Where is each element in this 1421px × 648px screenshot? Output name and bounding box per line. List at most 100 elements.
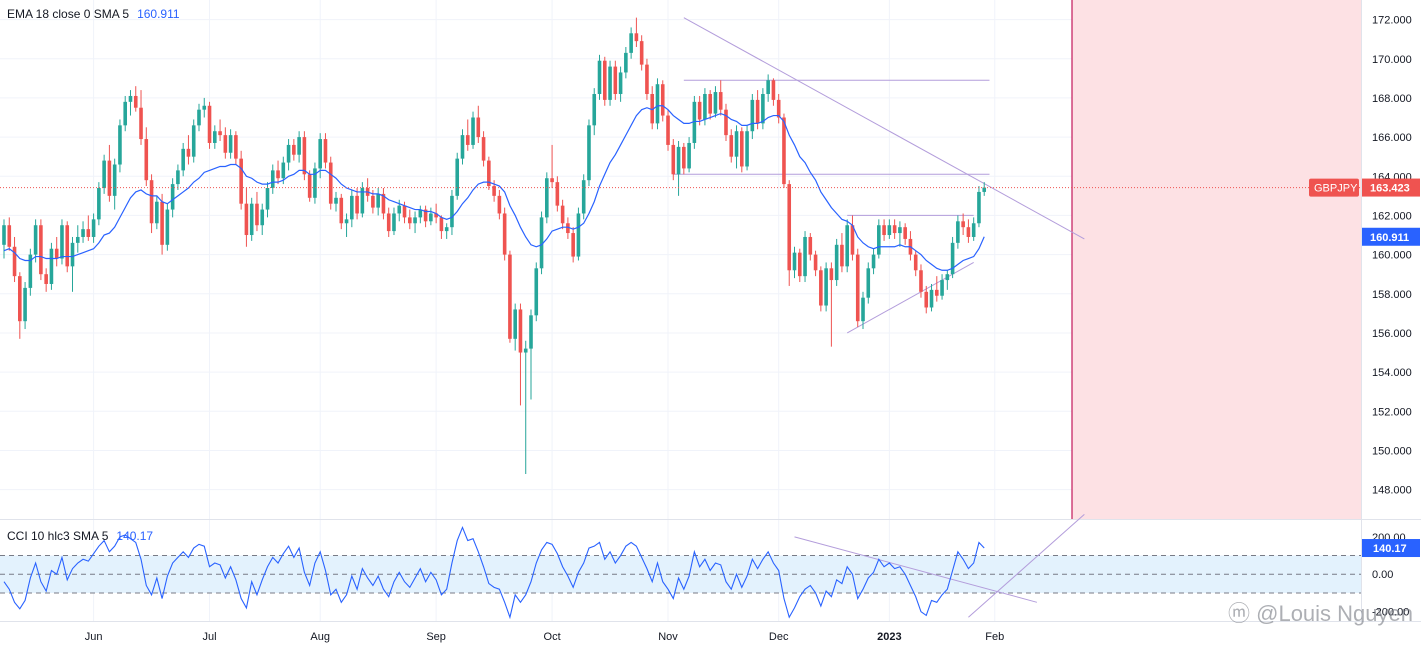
candle <box>713 86 718 118</box>
candle <box>513 303 517 351</box>
candle <box>228 129 233 159</box>
candle-body <box>808 236 813 255</box>
cci-legend[interactable]: CCI 10 hlc3 SMA 5 140.17 <box>7 529 153 543</box>
candle <box>608 60 612 106</box>
candle-body <box>402 205 407 218</box>
candle-body <box>840 244 844 267</box>
candle <box>81 221 85 243</box>
candle <box>334 191 338 212</box>
candle <box>223 127 228 159</box>
candle <box>339 193 344 230</box>
candle-body <box>708 94 712 114</box>
candle <box>850 215 855 261</box>
candle-body <box>703 94 707 120</box>
ema-tag: 160.911 <box>1362 227 1420 246</box>
candle <box>112 158 117 210</box>
candle <box>718 80 723 116</box>
candle-body <box>302 137 307 175</box>
time-tick-label: Oct <box>544 631 561 643</box>
candle <box>144 127 149 187</box>
candle-body <box>160 201 164 245</box>
candle <box>924 285 929 314</box>
candle <box>191 119 196 163</box>
price-tag-symbol: GBPJPY <box>1314 183 1358 195</box>
candle-body <box>165 209 170 245</box>
candle-body <box>239 158 243 204</box>
ema-18-line <box>3 105 985 271</box>
candle-body <box>307 174 312 198</box>
candle-body <box>502 213 507 255</box>
price-axis-ticks: 172.000170.000168.000166.000164.000162.0… <box>1372 15 1412 497</box>
candle <box>782 113 786 189</box>
candle <box>597 54 602 100</box>
candle-body <box>149 180 154 224</box>
candle-body <box>761 94 765 124</box>
candle-body <box>492 186 496 196</box>
candle-body <box>977 191 981 224</box>
candle <box>165 203 170 251</box>
candle-body <box>776 99 781 118</box>
candle-body <box>797 252 802 277</box>
candle-body <box>671 144 676 175</box>
candle <box>660 80 665 122</box>
candle-body <box>91 219 96 237</box>
price-tick-label: 168.000 <box>1372 93 1412 105</box>
candle-body <box>824 268 828 306</box>
candle-body <box>170 184 175 210</box>
candle-body <box>576 213 581 257</box>
cci-tick-label: -200.00 <box>1372 607 1409 619</box>
candle <box>871 248 876 275</box>
candle-body <box>687 142 691 169</box>
candle-body <box>249 203 254 236</box>
candle <box>729 129 734 163</box>
candle <box>602 56 607 106</box>
time-tick-label: Sep <box>426 631 446 643</box>
candle-body <box>33 225 38 255</box>
candle <box>202 97 207 118</box>
ema-legend[interactable]: EMA 18 close 0 SMA 5 160.911 <box>7 7 180 21</box>
price-tick-label: 158.000 <box>1372 289 1412 301</box>
candle-body <box>392 213 396 232</box>
candle-body <box>629 33 633 53</box>
candle <box>982 182 987 196</box>
candle <box>423 205 428 228</box>
candle-body <box>202 105 207 110</box>
candle <box>624 47 628 79</box>
candle <box>639 35 644 71</box>
candle <box>23 282 27 330</box>
price-tick-label: 148.000 <box>1372 485 1412 497</box>
candle <box>655 78 660 130</box>
candle-body <box>376 193 380 208</box>
candle-body <box>676 146 681 175</box>
candle <box>2 219 6 259</box>
candle-body <box>971 223 976 237</box>
candle <box>39 219 43 281</box>
candle <box>555 176 560 212</box>
candle <box>697 95 702 126</box>
candle-body <box>934 289 939 296</box>
candle <box>255 191 259 232</box>
candle-body <box>523 348 528 353</box>
candle-body <box>887 225 892 236</box>
candle-body <box>666 115 670 145</box>
candle <box>824 262 828 312</box>
candle <box>877 219 881 259</box>
candle <box>792 246 797 279</box>
candle <box>286 139 291 171</box>
candle <box>465 119 470 151</box>
candle <box>292 139 296 161</box>
candle-body <box>782 117 786 185</box>
candle <box>819 266 823 312</box>
time-tick-label: Jul <box>202 631 216 643</box>
candle-body <box>882 225 886 236</box>
candle-body <box>560 205 565 224</box>
cci-trendline <box>794 536 1038 603</box>
candle-body <box>139 107 143 140</box>
candle <box>671 139 676 181</box>
candle <box>587 119 591 187</box>
candle <box>745 125 749 171</box>
candle <box>592 88 597 136</box>
candle-body <box>123 101 128 126</box>
